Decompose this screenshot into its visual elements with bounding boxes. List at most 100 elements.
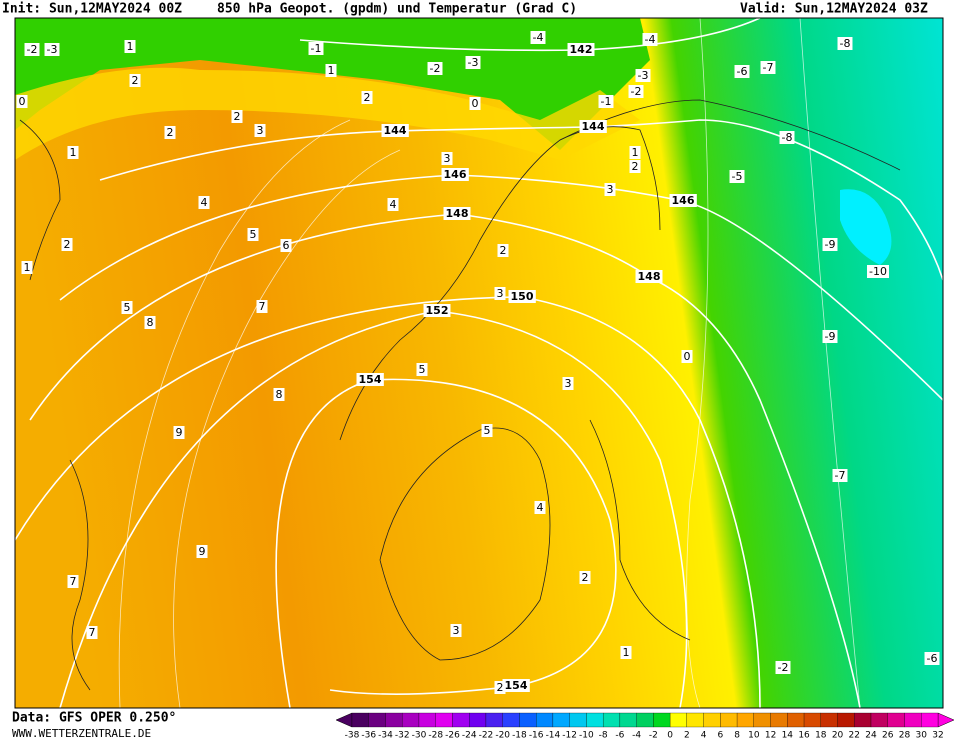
- geopotential-label: 146: [444, 168, 467, 181]
- colorbar-swatch: [870, 712, 888, 728]
- colorbar-swatch: [803, 712, 821, 728]
- temperature-label: 2: [167, 126, 174, 139]
- colorbar-tick-label: 16: [798, 731, 810, 741]
- colorbar-swatch: [854, 712, 872, 728]
- colorbar-swatch: [619, 712, 637, 728]
- colorbar-swatch: [569, 712, 587, 728]
- label-box: [481, 424, 493, 437]
- temperature-label: 1: [328, 64, 335, 77]
- temperature-label: 0: [684, 350, 691, 363]
- colorbar-tick-label: -26: [445, 731, 460, 741]
- temperature-label: 4: [390, 198, 397, 211]
- label-box: [867, 265, 889, 278]
- colorbar-swatch: [703, 712, 721, 728]
- colorbar-tick-label: 14: [782, 731, 794, 741]
- geopotential-label: 144: [582, 120, 605, 133]
- colorbar-tick-label: 0: [667, 731, 673, 741]
- label-box: [273, 388, 285, 401]
- temperature-label: 3: [607, 183, 614, 196]
- label-box: [822, 238, 838, 251]
- temperature-label: 8: [147, 316, 154, 329]
- label-box: [67, 146, 79, 159]
- label-box: [760, 61, 776, 74]
- colorbar-tick-label: 26: [882, 731, 894, 741]
- temperature-label: 4: [201, 196, 208, 209]
- colorbar-swatch: [519, 712, 537, 728]
- colorbar-swatch: [452, 712, 470, 728]
- label-box: [144, 316, 156, 329]
- temperature-label: 2: [64, 238, 71, 251]
- temperature-label: -6: [737, 65, 748, 78]
- colorbar-swatch: [385, 712, 403, 728]
- temperature-label: 1: [127, 40, 134, 53]
- label-box: [502, 679, 530, 692]
- label-box: [629, 160, 641, 173]
- label-box: [729, 170, 745, 183]
- label-box: [381, 124, 409, 137]
- temperature-label: 7: [259, 300, 266, 313]
- isohypses: [14, 17, 944, 709]
- cold-region: [15, 18, 650, 150]
- colorbar-swatch: [787, 712, 805, 728]
- label-box: [124, 40, 136, 53]
- coastlines: [19, 99, 901, 691]
- label-box: [387, 198, 399, 211]
- colorbar-swatch: [469, 712, 487, 728]
- geopotential-label: 148: [638, 270, 661, 283]
- temperature-label: 2: [500, 244, 507, 257]
- label-box: [822, 330, 838, 343]
- temperature-label: -4: [645, 33, 656, 46]
- label-box: [44, 43, 60, 56]
- temperature-label: 9: [199, 545, 206, 558]
- temperature-label: 1: [623, 646, 630, 659]
- label-box: [173, 426, 185, 439]
- colorbar-tick-label: -22: [479, 731, 494, 741]
- cold-core: [840, 189, 892, 265]
- colorbar-tick-label: -4: [632, 731, 641, 741]
- label-box: [423, 304, 451, 317]
- colorbar-tick-label: 12: [765, 731, 776, 741]
- colorbar-tick-label: -24: [462, 731, 477, 741]
- temperature-label: -6: [927, 652, 938, 665]
- label-box: [61, 238, 73, 251]
- colorbar-swatch: [418, 712, 436, 728]
- geopotential-label: 154: [505, 679, 528, 692]
- colorbar-tick-label: 28: [899, 731, 911, 741]
- temperature-label: 2: [632, 160, 639, 173]
- label-box: [579, 571, 591, 584]
- temperature-label: 3: [257, 124, 264, 137]
- label-box: [567, 43, 595, 56]
- temperature-label: -8: [840, 37, 851, 50]
- label-box: [164, 126, 176, 139]
- temperature-label: 7: [89, 626, 96, 639]
- label-box: [734, 65, 750, 78]
- temperature-label: 3: [497, 287, 504, 300]
- colorbar-tick-label: 8: [734, 731, 740, 741]
- label-box: [86, 626, 98, 639]
- label-box: [198, 196, 210, 209]
- temperature-label: 4: [537, 501, 544, 514]
- geopotential-label: 154: [359, 373, 382, 386]
- colorbar-tick-label: -18: [512, 731, 527, 741]
- temperature-label: -9: [825, 238, 836, 251]
- valid-time: Valid: Sun,12MAY2024 03Z: [740, 2, 928, 17]
- colorbar-swatch: [669, 712, 688, 728]
- colorbar-tick-label: -20: [495, 731, 510, 741]
- website: WWW.WETTERZENTRALE.DE: [12, 727, 151, 740]
- label-box: [16, 95, 28, 108]
- temperature-label: -4: [533, 31, 544, 44]
- colorbar-swatch: [636, 712, 654, 728]
- temperature-label: -3: [638, 69, 649, 82]
- colorbar-swatch: [921, 712, 939, 728]
- colorbar-swatch: [402, 712, 420, 728]
- temperature-label: 3: [565, 377, 572, 390]
- colorbar-tick-label: 30: [916, 731, 928, 741]
- temperature-label: -1: [601, 95, 612, 108]
- label-box: [832, 469, 848, 482]
- temperature-label: -2: [430, 62, 441, 75]
- label-box: [24, 43, 40, 56]
- colorbar-arrow-right: [937, 712, 955, 728]
- temperature-label: -2: [778, 661, 789, 674]
- label-box: [247, 228, 259, 241]
- label-box: [361, 91, 373, 104]
